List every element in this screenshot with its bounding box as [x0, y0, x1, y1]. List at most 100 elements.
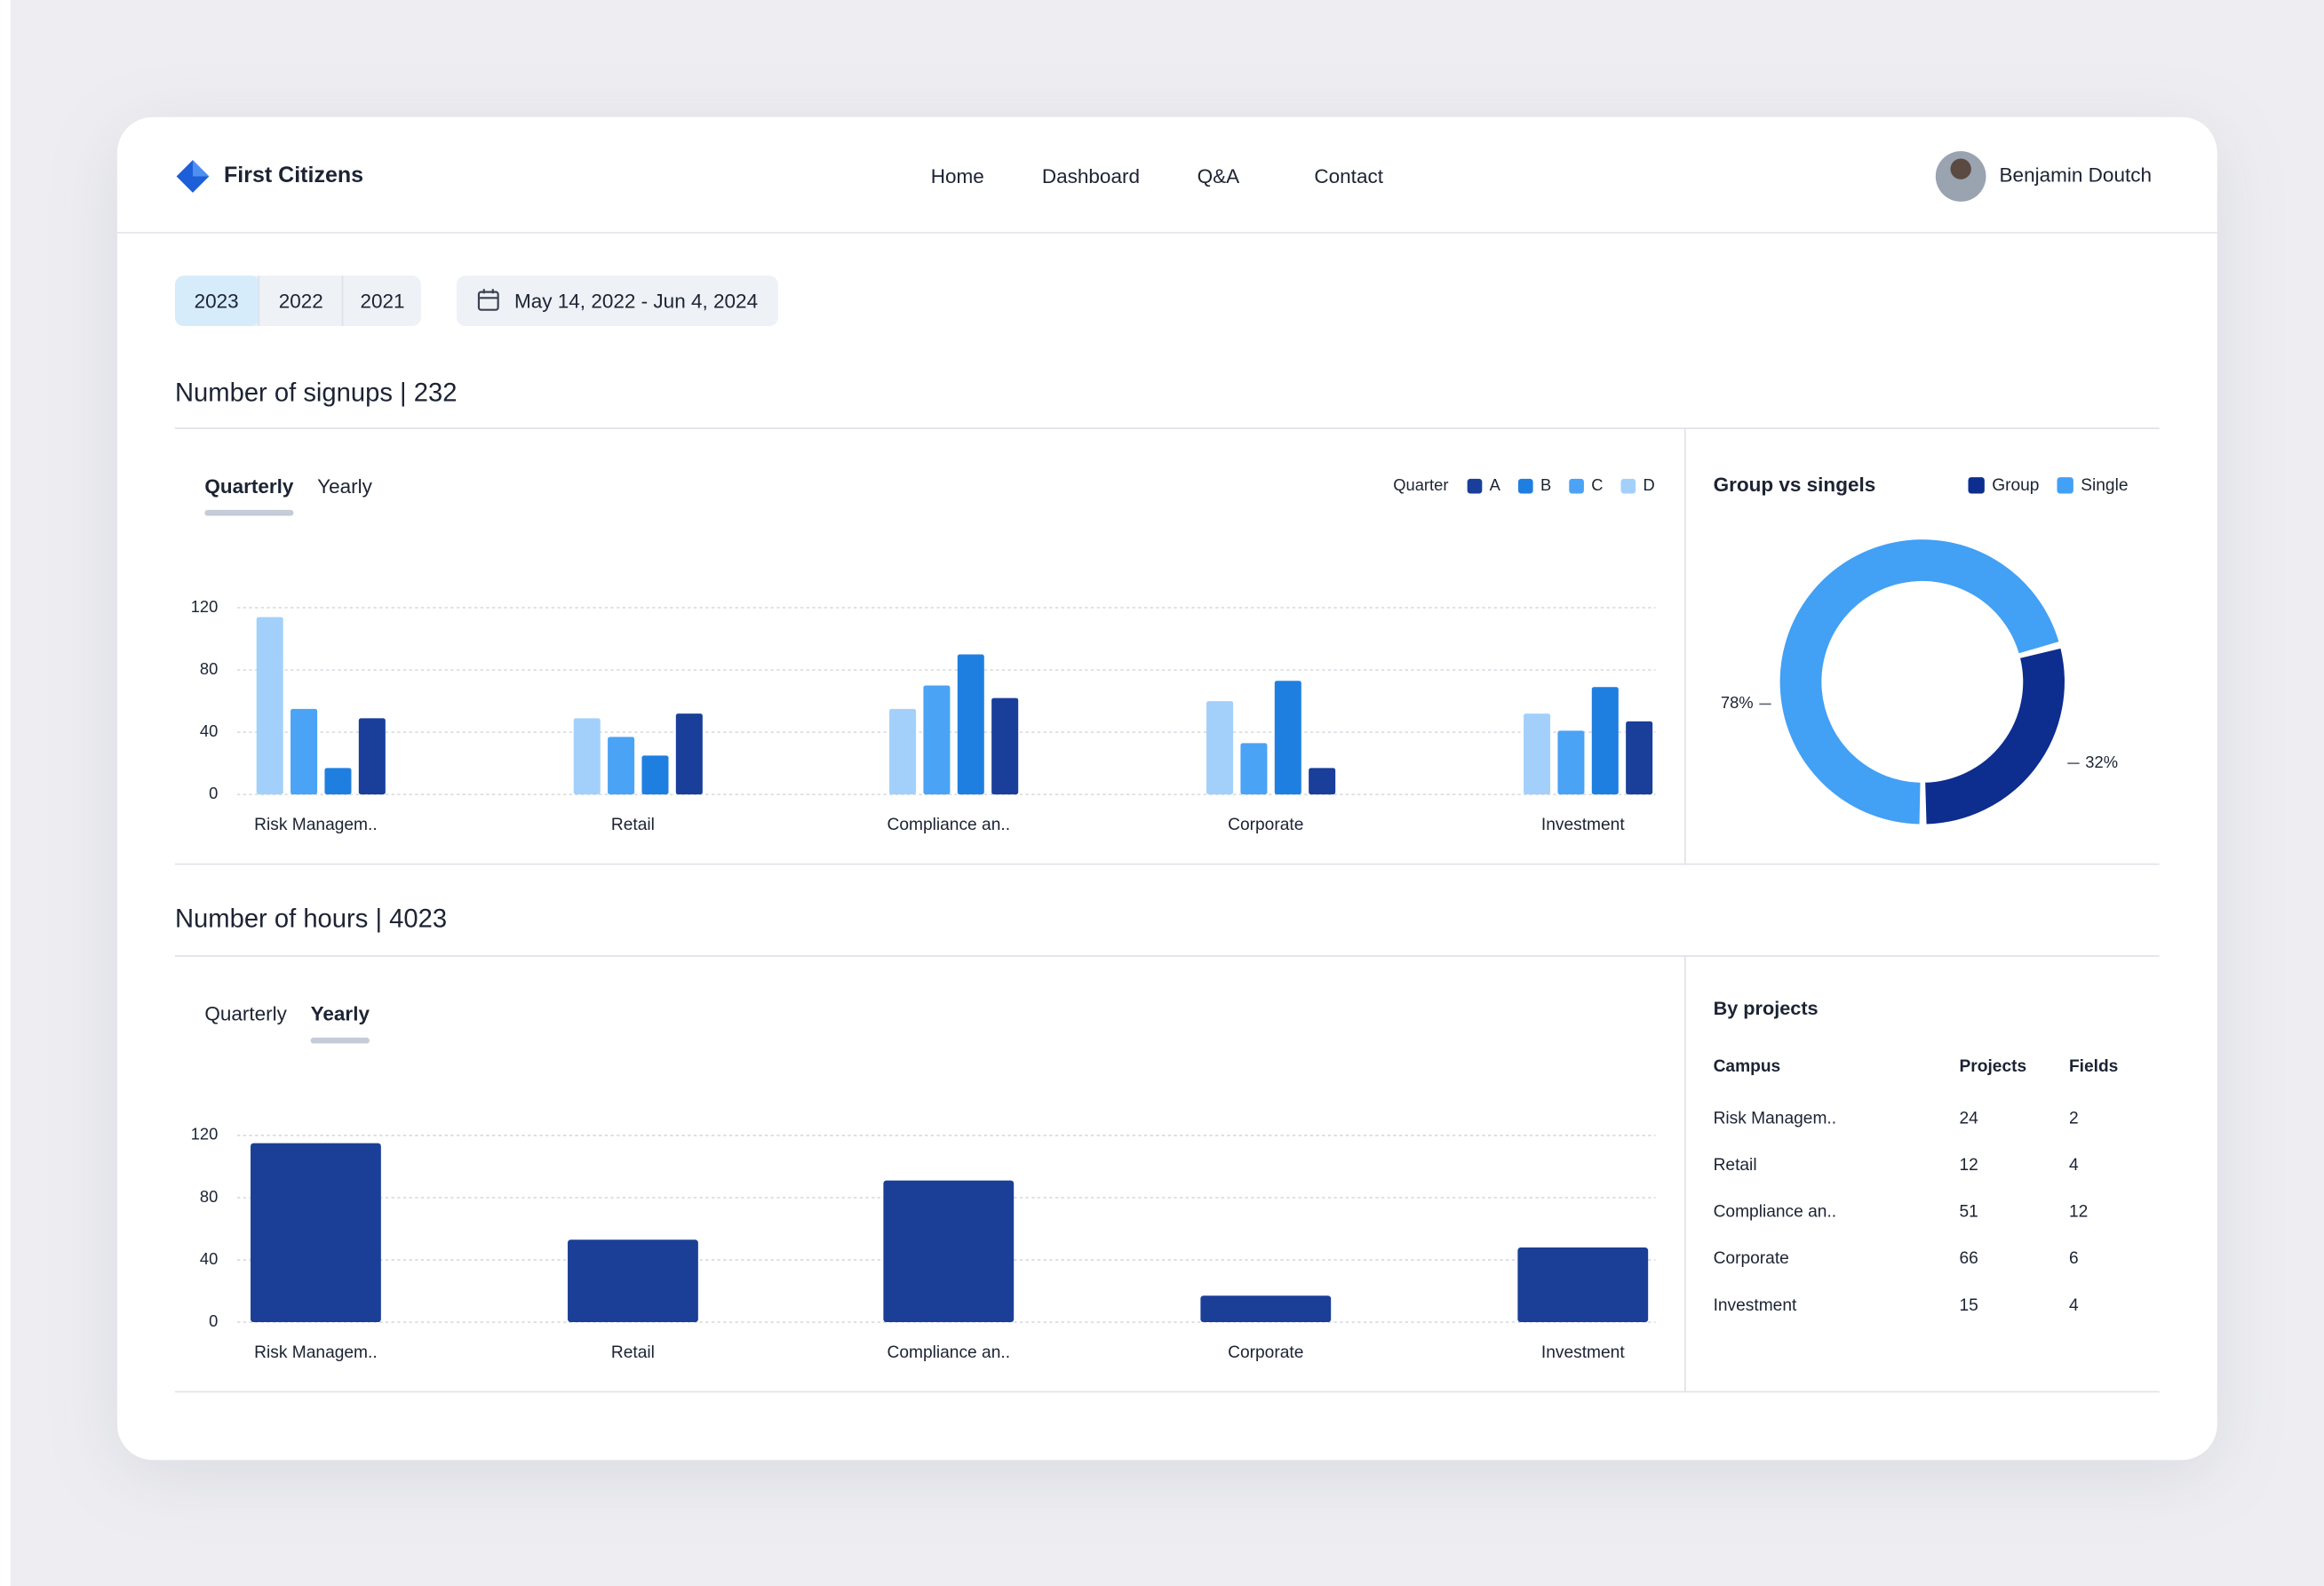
bar	[923, 685, 951, 795]
edge	[0, 0, 11, 1586]
card	[116, 116, 2217, 1461]
legend-label: B	[1540, 475, 1551, 494]
logo-shine	[192, 160, 210, 177]
legend-swatch	[1620, 478, 1636, 494]
nav-link[interactable]: Dashboard	[1042, 165, 1140, 187]
date-range[interactable]: May 14, 2022 - Jun 4, 2024	[514, 290, 758, 312]
donut-segment	[1924, 648, 2065, 825]
x-tick-label: Compliance an..	[887, 816, 1011, 834]
bar	[889, 708, 917, 795]
x-tick-label: Investment	[1541, 816, 1625, 834]
bar	[1591, 687, 1619, 795]
donut-segment	[1779, 539, 2059, 825]
legend-label: A	[1490, 475, 1501, 494]
year-button[interactable]: 2023	[195, 290, 239, 312]
bar	[1517, 1247, 1649, 1323]
legend-label: D	[1644, 475, 1655, 494]
table-title: By projects	[1714, 997, 1819, 1019]
bar	[675, 713, 703, 795]
legend-swatch	[1968, 477, 1985, 494]
x-tick-label: Investment	[1541, 1343, 1625, 1362]
y-tick-label: 40	[200, 721, 218, 740]
y-tick-label: 80	[200, 659, 218, 678]
table-cell: 6	[2069, 1249, 2079, 1268]
tab-underline	[310, 1037, 370, 1044]
table-cell: 4	[2069, 1156, 2079, 1175]
table-header: Fields	[2069, 1057, 2118, 1076]
table-cell: Compliance an..	[1714, 1203, 1837, 1222]
y-tick-label: 40	[200, 1249, 218, 1268]
avatar-face	[1950, 158, 1971, 179]
bar	[957, 654, 984, 795]
legend-swatch	[1467, 478, 1483, 494]
donut-label: 32%	[2085, 753, 2118, 771]
table-cell: 2	[2069, 1110, 2079, 1128]
tab[interactable]: Quarterly	[204, 475, 294, 498]
year-button[interactable]: 2021	[360, 290, 404, 312]
x-tick-label: Corporate	[1228, 816, 1303, 834]
user-name[interactable]: Benjamin Doutch	[2000, 163, 2152, 186]
table-cell: 66	[1960, 1249, 1978, 1268]
date-picker[interactable]	[456, 275, 778, 327]
bar	[568, 1239, 698, 1323]
nav-link[interactable]: Contact	[1314, 165, 1383, 187]
table-header: Projects	[1960, 1057, 2027, 1076]
table-header: Campus	[1714, 1057, 1781, 1076]
x-tick-label: Retail	[611, 816, 655, 834]
calendar-icon	[477, 289, 499, 311]
table-cell: Corporate	[1714, 1249, 1789, 1268]
year-selected	[174, 275, 260, 327]
legend-swatch	[1569, 478, 1584, 494]
bar	[290, 708, 318, 795]
nav-link[interactable]: Q&A	[1198, 165, 1240, 187]
bar	[1206, 701, 1234, 795]
bar	[1557, 730, 1585, 795]
legend-label: Group	[1992, 476, 2039, 495]
year-button[interactable]: 2022	[279, 290, 323, 312]
bar	[991, 697, 1019, 795]
bar	[1274, 681, 1301, 795]
table-cell: 51	[1960, 1203, 1978, 1222]
legend-title: Quarter	[1393, 475, 1448, 494]
table-cell: Investment	[1714, 1296, 1797, 1315]
tab[interactable]: Yearly	[317, 475, 372, 498]
bar	[1309, 768, 1336, 795]
bar	[883, 1180, 1015, 1323]
legend-swatch	[1517, 478, 1533, 494]
table-cell: 24	[1960, 1110, 1979, 1128]
bar	[358, 718, 386, 795]
legend-label: C	[1591, 475, 1603, 494]
bar	[324, 768, 352, 795]
table-cell: 12	[2069, 1203, 2088, 1222]
bar	[1240, 743, 1268, 795]
bar	[1200, 1295, 1332, 1323]
bar	[251, 1143, 381, 1323]
x-tick-label: Corporate	[1228, 1343, 1303, 1362]
x-tick-label: Compliance an..	[887, 1343, 1011, 1362]
section-title: Number of hours | 4023	[175, 905, 447, 934]
nav-link[interactable]: Home	[931, 165, 984, 187]
y-tick-label: 80	[200, 1187, 218, 1206]
bar	[573, 718, 601, 795]
brand: First Citizens	[224, 163, 363, 187]
x-tick-label: Risk Managem..	[254, 816, 378, 834]
table-cell: Retail	[1714, 1156, 1757, 1175]
legend-swatch	[2057, 477, 2073, 494]
bar	[1626, 721, 1653, 795]
legend-label: Single	[2081, 476, 2128, 495]
bar	[608, 737, 635, 795]
donut-title: Group vs singels	[1714, 474, 1876, 496]
y-tick-label: 0	[209, 1311, 218, 1330]
table-cell: 15	[1960, 1296, 1978, 1315]
tab[interactable]: Quarterly	[204, 1003, 287, 1025]
y-tick-label: 0	[209, 784, 218, 802]
bar	[641, 755, 669, 795]
tab[interactable]: Yearly	[311, 1003, 370, 1025]
tab-underline	[204, 509, 294, 516]
bar	[1524, 713, 1551, 795]
x-tick-label: Risk Managem..	[254, 1343, 378, 1362]
bar	[256, 617, 283, 795]
section-title: Number of signups | 232	[175, 379, 457, 407]
